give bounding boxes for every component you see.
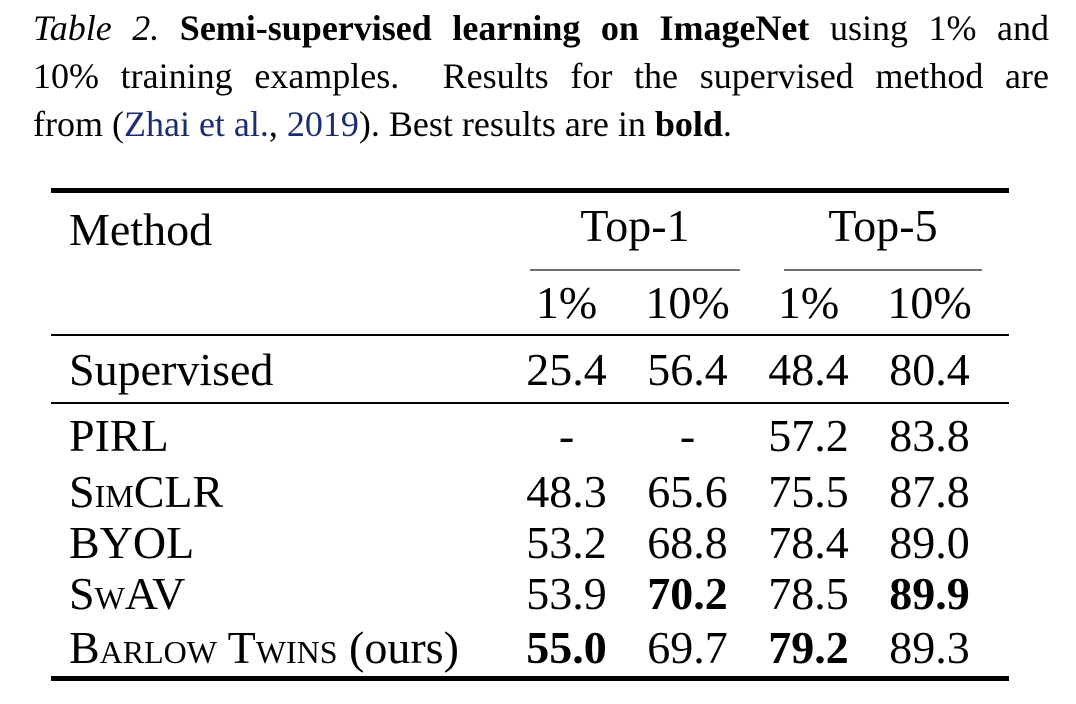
- cell-simclr-top1-10: 65.6: [647, 466, 728, 517]
- caption-text-2: 10% training examples. Results for the s…: [33, 56, 1049, 96]
- subheader-top1-1pct: 1%: [535, 277, 598, 328]
- cell-supervised-top1-10: 56.4: [647, 343, 728, 395]
- cell-simclr-top5-10: 87.8: [889, 466, 970, 517]
- method-label-barlow-twins: Barlow Twins: [69, 622, 338, 673]
- cmidrule-top1: [530, 269, 740, 271]
- cell-supervised-top5-10: 80.4: [889, 343, 970, 395]
- cell-barlow-top1-10: 69.7: [647, 622, 728, 673]
- cell-barlow-top5-1: 79.2: [768, 622, 849, 673]
- method-label-swav: SwAV: [69, 568, 186, 619]
- group-header-top1-label: Top-1: [580, 199, 690, 251]
- cell-simclr-top5-1: 75.5: [768, 466, 849, 517]
- column-header-method-label: Method: [69, 204, 213, 255]
- group-header-top1: Top-1: [506, 193, 748, 271]
- method-label-byol: BYOL: [69, 517, 195, 568]
- cell-swav-top1-10: 70.2: [647, 568, 728, 619]
- group-header-top5-label: Top-5: [828, 199, 938, 251]
- table-row-pirl-method: PIRL: [51, 404, 506, 466]
- subheader-top5-1pct: 1%: [777, 277, 840, 328]
- caption-title: Semi-supervised learning on ImageNet: [179, 8, 810, 48]
- citation-link-author[interactable]: Zhai et al.: [123, 104, 269, 144]
- cell-byol-top1-1: 53.2: [526, 517, 607, 568]
- caption-line-1: Table 2. Semi-supervised learning on Ima…: [33, 4, 1049, 52]
- table-row-byol-method: BYOL: [51, 517, 506, 568]
- caption-line-3: from (Zhai et al., 2019). Best results a…: [33, 100, 1049, 148]
- cell-byol-top1-10: 68.8: [647, 517, 728, 568]
- cell-pirl-top5-1: 57.2: [768, 409, 849, 461]
- cell-supervised-top5-1: 48.4: [768, 343, 849, 395]
- subheader-top1-10pct: 10%: [645, 277, 730, 328]
- group-header-top5: Top-5: [748, 193, 990, 271]
- column-header-method: Method: [51, 193, 506, 334]
- cell-barlow-top1-1: 55.0: [526, 622, 607, 673]
- caption-text-1: using 1% and: [809, 8, 1050, 48]
- cmidrule-top5: [784, 269, 982, 271]
- cell-swav-top5-10: 89.9: [889, 568, 970, 619]
- cell-pirl-top1-1: -: [558, 409, 575, 461]
- caption-table-label: Table 2.: [33, 8, 180, 48]
- caption-text-5: .: [722, 104, 732, 144]
- table-caption: Table 2. Semi-supervised learning on Ima…: [33, 4, 1049, 148]
- table-row-barlow-twins-method: Barlow Twins (ours): [51, 619, 506, 676]
- midrule-supervised: [51, 402, 1009, 404]
- method-label-supervised: Supervised: [69, 343, 274, 395]
- cell-barlow-top5-10: 89.3: [889, 622, 970, 673]
- midrule-header: [51, 334, 1009, 336]
- table-row-supervised-method: Supervised: [51, 336, 506, 402]
- cell-pirl-top1-10: -: [679, 409, 696, 461]
- cell-swav-top1-1: 53.9: [526, 568, 607, 619]
- table-row-simclr-method: SimCLR: [51, 466, 506, 517]
- caption-text-3: from (: [33, 104, 124, 144]
- subheader-top5-10pct: 10%: [887, 277, 972, 328]
- method-label-simclr: SimCLR: [69, 466, 224, 517]
- cell-pirl-top5-10: 83.8: [889, 409, 970, 461]
- method-suffix-barlow-twins: (ours): [337, 622, 459, 673]
- citation-link-year[interactable]: 2019: [286, 104, 359, 144]
- results-table: Method Top-1 Top-5 1% 10% 1% 10% Supervi…: [51, 188, 1009, 681]
- caption-cite-separator: ,: [268, 104, 287, 144]
- caption-line-2: 10% training examples. Results for the s…: [33, 52, 1049, 100]
- caption-text-4: ). Best results are in: [358, 104, 655, 144]
- cell-byol-top5-1: 78.4: [768, 517, 849, 568]
- cell-byol-top5-10: 89.0: [889, 517, 970, 568]
- method-label-pirl: PIRL: [69, 409, 169, 461]
- cell-simclr-top1-1: 48.3: [526, 466, 607, 517]
- caption-bold-word: bold: [654, 104, 723, 144]
- table-row-swav-method: SwAV: [51, 568, 506, 619]
- cell-supervised-top1-1: 25.4: [526, 343, 607, 395]
- cell-swav-top5-1: 78.5: [768, 568, 849, 619]
